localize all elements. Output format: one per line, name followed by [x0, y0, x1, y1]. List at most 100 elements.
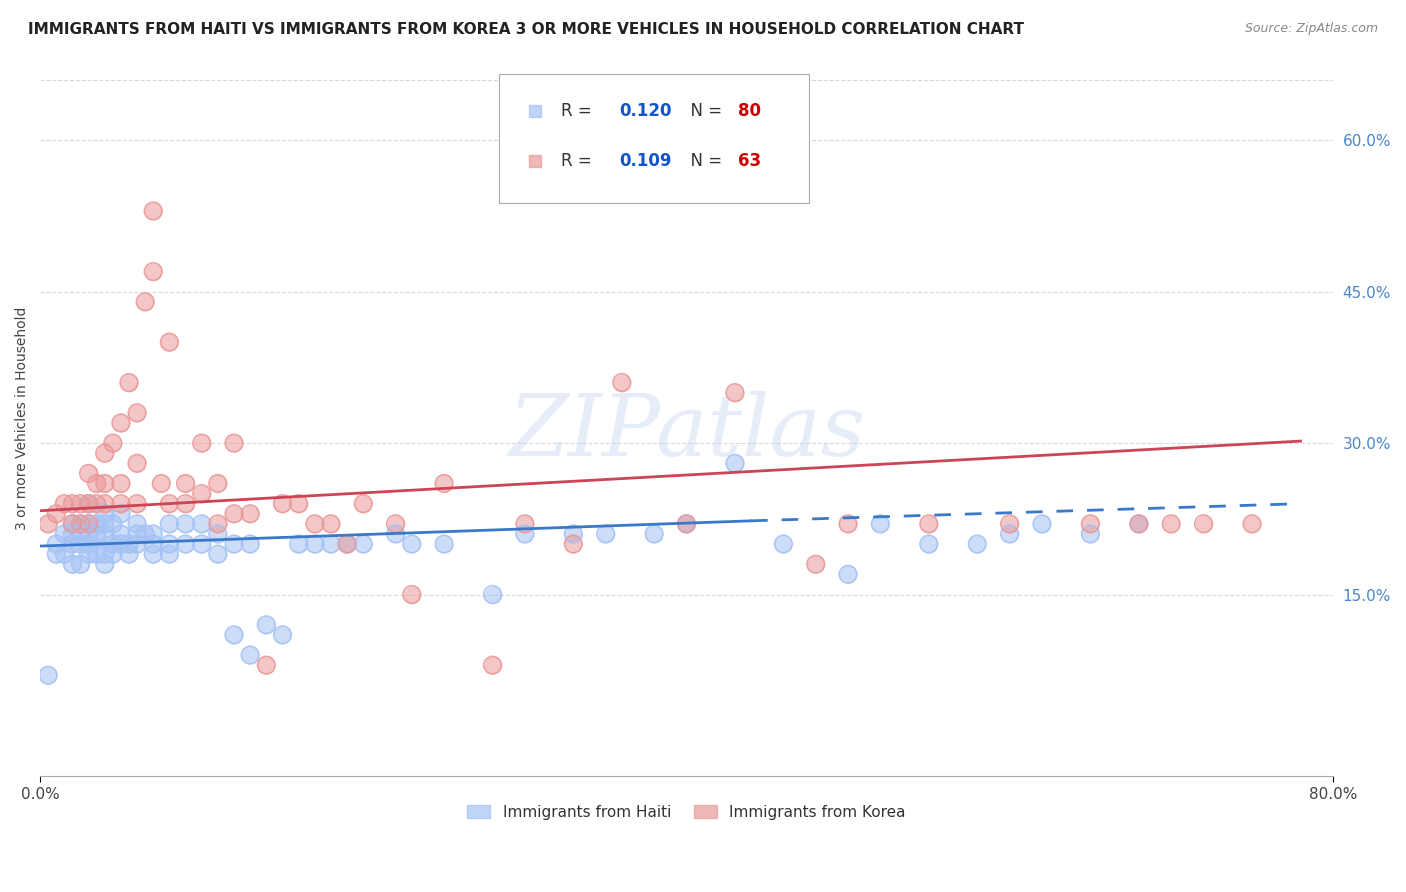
Point — [118, 537, 141, 551]
Point — [142, 527, 165, 541]
Point — [62, 497, 84, 511]
Point — [62, 537, 84, 551]
Point — [62, 558, 84, 572]
Point — [174, 497, 197, 511]
Point — [69, 537, 91, 551]
Point — [207, 547, 229, 561]
Point — [86, 497, 108, 511]
Point — [157, 537, 180, 551]
Point — [125, 527, 148, 541]
Point — [562, 527, 585, 541]
Point — [110, 497, 132, 511]
Text: 0.120: 0.120 — [619, 103, 672, 120]
Point — [287, 497, 309, 511]
Point — [336, 537, 359, 551]
Point — [101, 436, 124, 450]
Point — [190, 486, 212, 500]
Point — [271, 497, 294, 511]
Point — [562, 537, 585, 551]
Point — [513, 527, 536, 541]
Point — [1080, 527, 1102, 541]
Point — [174, 537, 197, 551]
Point — [401, 587, 423, 601]
Text: Source: ZipAtlas.com: Source: ZipAtlas.com — [1244, 22, 1378, 36]
Point — [118, 537, 141, 551]
Point — [174, 516, 197, 531]
Point — [157, 497, 180, 511]
Point — [352, 497, 374, 511]
Point — [174, 476, 197, 491]
Point — [93, 476, 115, 491]
Point — [239, 648, 262, 662]
Point — [254, 617, 277, 632]
Point — [1192, 516, 1215, 531]
Point — [86, 527, 108, 541]
Point — [352, 537, 374, 551]
Point — [222, 436, 245, 450]
Point — [157, 547, 180, 561]
Point — [304, 537, 326, 551]
Point — [207, 476, 229, 491]
Point — [125, 516, 148, 531]
Point — [93, 497, 115, 511]
Point — [336, 537, 359, 551]
Point — [239, 537, 262, 551]
Point — [319, 537, 342, 551]
Point — [610, 376, 633, 390]
Point — [142, 264, 165, 278]
Point — [513, 527, 536, 541]
Point — [222, 507, 245, 521]
Point — [384, 527, 406, 541]
Text: R =: R = — [561, 153, 598, 170]
Point — [101, 547, 124, 561]
Point — [239, 537, 262, 551]
Point — [101, 516, 124, 531]
Point — [207, 516, 229, 531]
Point — [93, 476, 115, 491]
Point — [804, 558, 827, 572]
Point — [433, 537, 456, 551]
Point — [1080, 516, 1102, 531]
Point — [110, 416, 132, 430]
Point — [77, 497, 100, 511]
Point — [86, 547, 108, 561]
Point — [254, 617, 277, 632]
Point — [110, 527, 132, 541]
Point — [110, 537, 132, 551]
Point — [207, 516, 229, 531]
Point — [287, 497, 309, 511]
Point — [190, 436, 212, 450]
Point — [174, 497, 197, 511]
Point — [239, 507, 262, 521]
Point — [93, 547, 115, 561]
Text: ZIPatlas: ZIPatlas — [508, 391, 865, 474]
Point — [304, 537, 326, 551]
Point — [319, 516, 342, 531]
Point — [918, 537, 941, 551]
Text: 80: 80 — [738, 103, 761, 120]
Point — [142, 204, 165, 219]
Point — [86, 476, 108, 491]
Point — [595, 527, 617, 541]
Point — [336, 537, 359, 551]
Point — [174, 516, 197, 531]
Point — [401, 537, 423, 551]
Point — [77, 537, 100, 551]
Point — [513, 516, 536, 531]
Point — [401, 537, 423, 551]
Point — [77, 467, 100, 481]
Point — [1240, 516, 1263, 531]
Point — [62, 497, 84, 511]
Point — [125, 537, 148, 551]
Point — [724, 456, 747, 470]
Point — [69, 497, 91, 511]
Point — [45, 547, 67, 561]
Point — [134, 527, 156, 541]
Point — [190, 436, 212, 450]
Point — [804, 558, 827, 572]
Point — [101, 537, 124, 551]
Point — [110, 497, 132, 511]
Point — [134, 294, 156, 309]
Point — [62, 527, 84, 541]
Point — [271, 497, 294, 511]
